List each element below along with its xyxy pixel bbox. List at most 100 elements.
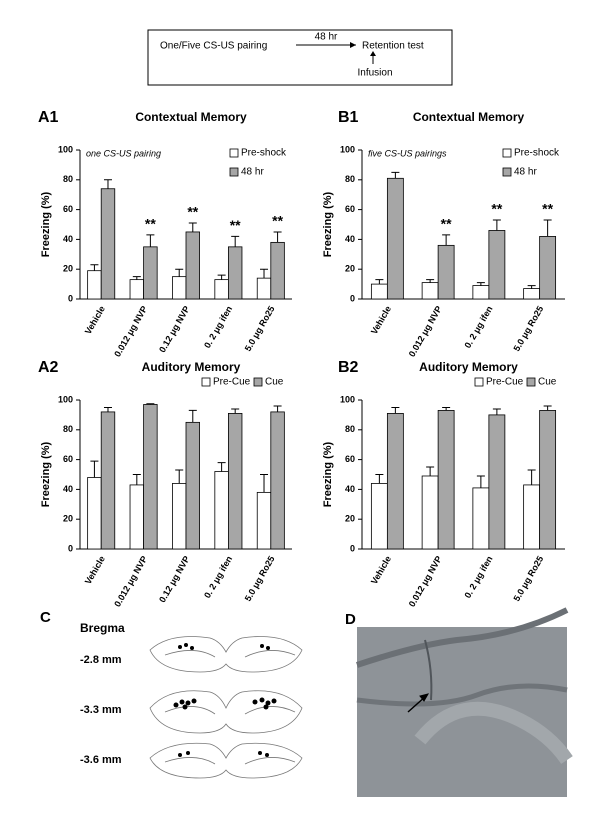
x-tick-label: 5.0 μg Ro25 xyxy=(243,554,277,603)
bar xyxy=(386,177,404,300)
error-bar xyxy=(175,469,184,484)
error-bar xyxy=(442,234,451,246)
bar xyxy=(87,477,102,550)
error-bar xyxy=(543,405,552,411)
x-tick-label: Vehicle xyxy=(369,554,393,586)
error-bar xyxy=(273,405,282,412)
legend-swatch xyxy=(474,377,484,387)
bar xyxy=(214,279,229,300)
bar xyxy=(370,483,388,550)
chart-title: Contextual Memory xyxy=(135,110,247,124)
error-bar xyxy=(217,274,226,280)
y-tick-label: 0 xyxy=(350,293,355,303)
panel-label: A1 xyxy=(38,109,59,126)
error-bar xyxy=(426,466,435,476)
histology-features xyxy=(356,607,573,765)
bar xyxy=(143,404,158,550)
error-bar xyxy=(492,408,501,415)
bar xyxy=(143,246,158,300)
y-tick-label: 80 xyxy=(63,174,73,184)
level-label: -3.3 mm xyxy=(80,704,122,716)
error-bar xyxy=(527,285,536,289)
legend-swatch xyxy=(253,377,263,387)
bar xyxy=(386,413,404,550)
y-tick-label: 0 xyxy=(68,543,73,553)
error-bar xyxy=(273,231,282,243)
error-bar xyxy=(476,475,485,488)
error-bar xyxy=(476,282,485,286)
y-tick-label: 20 xyxy=(63,514,73,524)
bar xyxy=(472,487,490,550)
error-bar xyxy=(273,231,282,243)
error-bar xyxy=(231,408,240,414)
legend-swatch xyxy=(229,167,239,177)
y-tick-label: 80 xyxy=(345,174,355,184)
y-tick-label: 80 xyxy=(63,424,73,434)
error-bar xyxy=(492,219,501,231)
error-bar xyxy=(132,474,141,485)
x-tick-label: 5.0 μg Ro25 xyxy=(511,554,545,603)
x-tick-label: 5.0 μg Ro25 xyxy=(511,304,545,353)
y-tick-label: 40 xyxy=(345,484,355,494)
error-bar xyxy=(132,276,141,280)
test-text: Retention test xyxy=(362,41,424,52)
y-tick-label: 20 xyxy=(345,514,355,524)
error-bar xyxy=(527,469,536,485)
x-tick-label: 0.12 μg NVP xyxy=(157,304,192,354)
y-tick-label: 0 xyxy=(350,543,355,553)
panel-label: B1 xyxy=(338,109,359,126)
legend-label: Pre-shock xyxy=(514,148,560,159)
legend-swatch xyxy=(229,148,239,158)
y-tick-label: 100 xyxy=(340,144,355,154)
x-tick-label: 0.012 μg NVP xyxy=(407,304,444,358)
y-tick-label: 60 xyxy=(63,204,73,214)
error-bar xyxy=(90,460,99,478)
error-bar xyxy=(492,408,501,415)
brain-sections xyxy=(149,636,303,779)
error-bar xyxy=(543,219,552,237)
bar xyxy=(539,236,557,300)
bar xyxy=(100,188,116,300)
bar xyxy=(437,244,455,300)
bar xyxy=(523,484,541,550)
legend-swatch xyxy=(201,377,211,387)
x-tick-label: 0. 2 μg ifen xyxy=(462,554,494,600)
bar xyxy=(129,279,144,300)
infusion-sites xyxy=(173,643,277,757)
y-axis-label: Freezing (%) xyxy=(40,441,52,507)
legend-swatch xyxy=(502,148,512,158)
error-bar xyxy=(273,405,282,412)
error-bar xyxy=(476,282,485,286)
significance: ** xyxy=(542,201,553,217)
x-tick-label: Vehicle xyxy=(83,554,107,586)
error-bar xyxy=(217,462,226,472)
error-bar xyxy=(175,268,184,277)
arrowhead xyxy=(370,51,376,56)
bar xyxy=(370,283,388,300)
significance: ** xyxy=(272,213,283,229)
chart-title: Auditory Memory xyxy=(419,360,518,374)
bar xyxy=(523,288,541,300)
interval-text: 48 hr xyxy=(315,32,338,43)
note: five CS-US pairings xyxy=(368,148,447,158)
error-bar xyxy=(391,171,400,179)
error-bar xyxy=(260,268,269,279)
y-tick-label: 40 xyxy=(63,484,73,494)
bar xyxy=(172,276,187,300)
error-bar xyxy=(103,406,112,412)
error-bar xyxy=(543,405,552,411)
bar xyxy=(172,483,187,550)
error-bar xyxy=(146,403,155,405)
bar xyxy=(214,471,229,550)
bar xyxy=(437,410,455,550)
y-tick-label: 80 xyxy=(345,424,355,434)
error-bar xyxy=(231,235,240,247)
x-tick-label: 0.012 μg NVP xyxy=(112,304,149,358)
error-bar xyxy=(260,268,269,279)
bar xyxy=(129,484,144,550)
error-bar xyxy=(132,474,141,485)
y-tick-label: 100 xyxy=(340,394,355,404)
significance: ** xyxy=(187,204,198,220)
error-bar xyxy=(426,279,435,283)
